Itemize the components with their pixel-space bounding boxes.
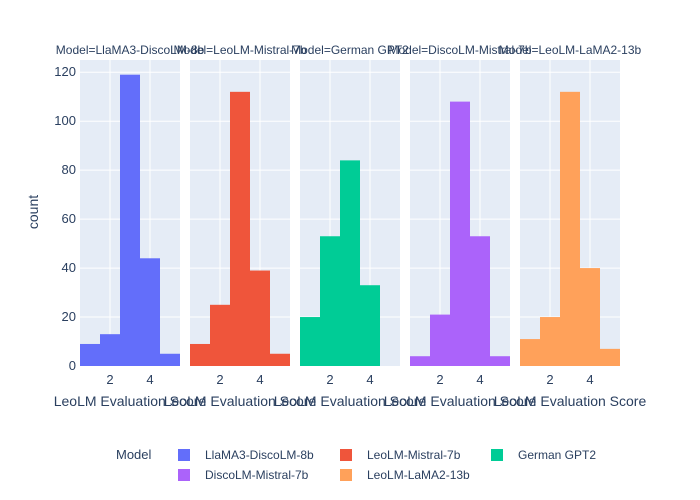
legend-label: LlaMA3-DiscoLM-8b <box>205 448 314 462</box>
legend-swatch <box>178 449 190 461</box>
legend-item[interactable]: LeoLM-LaMA2-13b <box>340 468 470 482</box>
y-tick-label: 100 <box>54 113 76 128</box>
legend-swatch <box>340 469 352 481</box>
facet-title: Model=LeoLM-LaMA2-13b <box>499 43 642 57</box>
facet-title: Model=DiscoLM-Mistral-7b <box>388 43 531 57</box>
legend-swatch <box>491 449 503 461</box>
x-axis-title: LeoLM Evaluation Score <box>274 393 427 409</box>
x-tick-label: 2 <box>436 372 443 387</box>
histogram-bar[interactable] <box>190 343 210 366</box>
legend-swatch <box>340 449 352 461</box>
x-axis-title: LeoLM Evaluation Score <box>494 393 647 409</box>
x-tick-label: 2 <box>216 372 223 387</box>
legend-title: Model <box>116 447 152 462</box>
legend-item[interactable]: DiscoLM-Mistral-7b <box>178 468 309 482</box>
histogram-bar[interactable] <box>270 353 290 366</box>
legend-item[interactable]: LeoLM-Mistral-7b <box>340 448 461 462</box>
histogram-bar[interactable] <box>210 304 230 366</box>
y-tick-label: 20 <box>62 309 76 324</box>
histogram-bar[interactable] <box>300 317 320 366</box>
y-tick-label: 40 <box>62 260 76 275</box>
legend-label: LeoLM-LaMA2-13b <box>367 468 470 482</box>
histogram-bar[interactable] <box>560 91 580 366</box>
legend-label: German GPT2 <box>518 448 596 462</box>
histogram-bar[interactable] <box>410 356 430 366</box>
y-tick-label: 60 <box>62 211 76 226</box>
facet-2: Model=LeoLM-Mistral-7b 2 4 LeoLM Evaluation… <box>164 43 317 409</box>
histogram-bar[interactable] <box>360 285 380 366</box>
facet-1: Model=LlaMA3-DiscoLM-8b 2 4 LeoLM Evaluatio… <box>54 43 207 409</box>
x-axis-title: LeoLM Evaluation Score <box>384 393 537 409</box>
x-tick-label: 4 <box>366 372 373 387</box>
histogram-bar[interactable] <box>470 236 490 366</box>
histogram-bar[interactable] <box>580 268 600 366</box>
facet-title: Model=LlaMA3-DiscoLM-8b <box>56 43 205 57</box>
histogram-bar[interactable] <box>450 101 470 366</box>
legend-label: DiscoLM-Mistral-7b <box>205 468 309 482</box>
x-tick-label: 4 <box>146 372 153 387</box>
histogram-bar[interactable] <box>140 258 160 366</box>
x-tick-label: 4 <box>476 372 483 387</box>
legend-item[interactable]: German GPT2 <box>491 448 596 462</box>
facet-5: Model=LeoLM-LaMA2-13b 2 4 LeoLM Evaluation … <box>494 43 647 409</box>
histogram-bar[interactable] <box>230 91 250 366</box>
histogram-bar[interactable] <box>320 236 340 366</box>
histogram-bar[interactable] <box>520 339 540 366</box>
histogram-bar[interactable] <box>80 343 100 366</box>
legend[interactable]: Model LlaMA3-DiscoLM-8b LeoLM-Mistral-7b G… <box>116 447 596 482</box>
legend-swatch <box>178 469 190 481</box>
legend-label: LeoLM-Mistral-7b <box>367 448 461 462</box>
facets-layer: Model=LlaMA3-DiscoLM-8b 2 4 LeoLM Evaluatio… <box>54 43 647 409</box>
facet-4: Model=DiscoLM-Mistral-7b 2 4 LeoLM Evaluati… <box>384 43 537 409</box>
legend-item[interactable]: LlaMA3-DiscoLM-8b <box>178 448 314 462</box>
y-tick-label: 80 <box>62 162 76 177</box>
x-tick-label: 2 <box>106 372 113 387</box>
histogram-bar[interactable] <box>250 270 270 366</box>
y-axis: 0 20 40 60 80 100 120 <box>54 64 76 373</box>
histogram-bar[interactable] <box>430 314 450 366</box>
x-axis-title: LeoLM Evaluation Score <box>164 393 317 409</box>
y-tick-label: 0 <box>69 358 76 373</box>
x-tick-label: 4 <box>586 372 593 387</box>
facet-3: Model=German GPT2 2 4 LeoLM Evaluation Scor… <box>274 43 427 409</box>
x-tick-label: 2 <box>326 372 333 387</box>
histogram-bar[interactable] <box>160 353 180 366</box>
x-axis-title: LeoLM Evaluation Score <box>54 393 207 409</box>
facet-title: Model=LeoLM-Mistral-7b <box>173 43 306 57</box>
histogram-bar[interactable] <box>340 160 360 366</box>
y-tick-label: 120 <box>54 64 76 79</box>
histogram-bar[interactable] <box>100 334 120 366</box>
histogram-bar[interactable] <box>600 348 620 366</box>
histogram-bar[interactable] <box>490 356 510 366</box>
x-tick-label: 4 <box>256 372 263 387</box>
histogram-bar[interactable] <box>120 74 140 367</box>
histogram-bar[interactable] <box>540 317 560 366</box>
facet-title: Model=German GPT2 <box>291 43 409 57</box>
y-axis-title: count <box>25 195 41 229</box>
x-tick-label: 2 <box>546 372 553 387</box>
